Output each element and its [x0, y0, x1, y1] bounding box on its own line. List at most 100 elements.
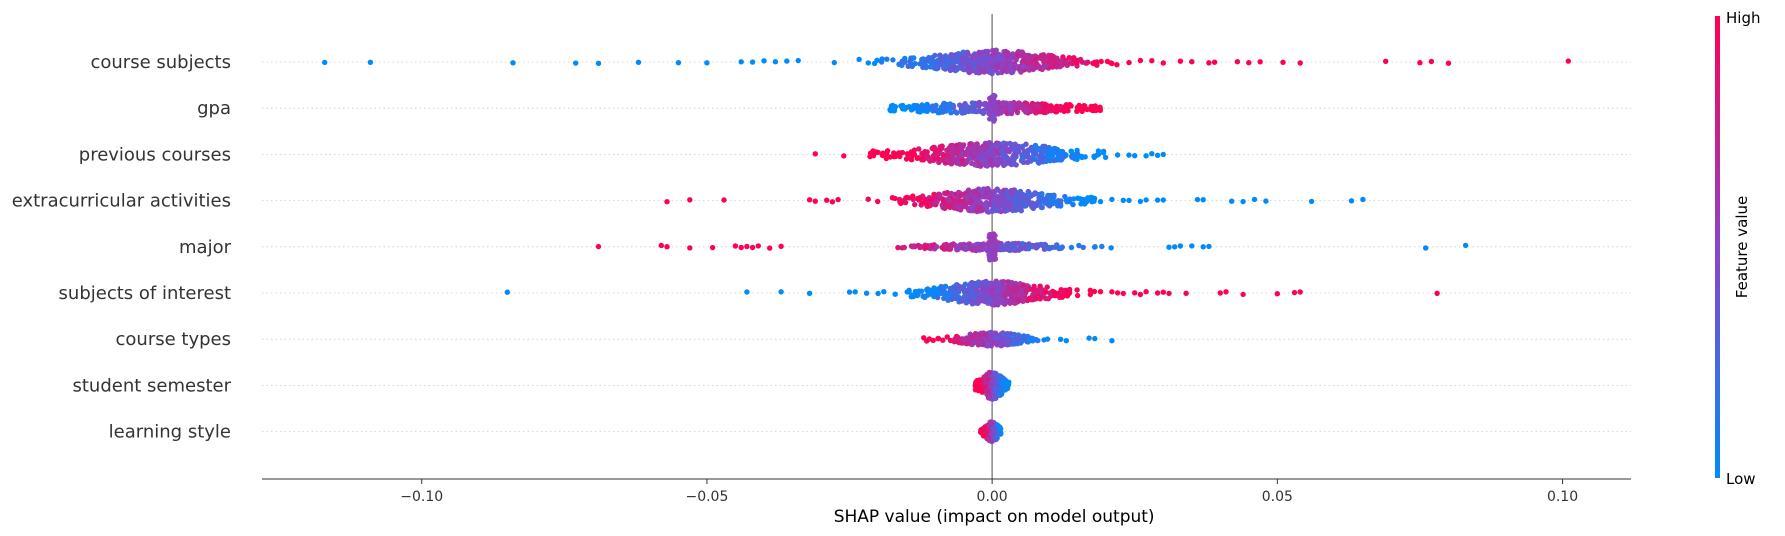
shap-point	[979, 55, 986, 61]
shap-point	[1263, 198, 1269, 204]
shap-point	[884, 56, 890, 62]
shap-point	[990, 394, 997, 401]
shap-point	[976, 49, 982, 55]
shap-point	[1051, 289, 1058, 296]
feature-labels: course subjects gpa previous courses extrac…	[12, 52, 232, 443]
shap-point	[952, 109, 958, 115]
shap-point	[960, 198, 966, 204]
shap-point	[1006, 159, 1013, 165]
shap-point	[1092, 335, 1098, 342]
shap-point	[573, 60, 579, 66]
shap-point	[973, 241, 980, 248]
shap-point	[367, 59, 374, 65]
shap-point	[1274, 291, 1281, 297]
shap-point	[930, 145, 936, 151]
shap-point	[1097, 107, 1104, 114]
shap-point	[988, 420, 994, 426]
shap-point	[1078, 201, 1084, 207]
shap-point	[1013, 151, 1019, 158]
shap-point	[1026, 246, 1032, 252]
shap-point	[1039, 242, 1045, 248]
shap-point	[1246, 60, 1252, 66]
shap-point	[1043, 245, 1049, 251]
shap-point	[995, 377, 1001, 383]
shap-point	[1166, 244, 1172, 250]
shap-point	[1004, 207, 1010, 214]
shap-point	[976, 103, 982, 109]
shap-point	[991, 116, 998, 123]
shap-point	[1031, 287, 1037, 293]
shap-point	[704, 60, 710, 66]
shap-point	[995, 142, 1001, 148]
shap-point	[933, 149, 939, 155]
shap-point	[979, 61, 985, 67]
shap-point	[917, 61, 923, 67]
shap-point	[1095, 151, 1102, 157]
shap-point	[957, 102, 963, 108]
shap-point	[923, 63, 929, 69]
shap-point	[744, 289, 750, 295]
shap-point	[1000, 100, 1006, 106]
shap-point	[940, 288, 946, 294]
shap-point	[1137, 57, 1144, 64]
shap-point	[966, 207, 972, 213]
shap-point	[1043, 158, 1049, 164]
shap-point	[979, 246, 985, 253]
shap-point	[969, 335, 975, 341]
shap-point	[946, 62, 952, 68]
shap-point	[1137, 198, 1144, 205]
x-axis-title: SHAP value (impact on model output)	[834, 507, 1155, 527]
shap-point	[1050, 199, 1057, 205]
shap-point	[1039, 191, 1045, 197]
shap-point	[841, 153, 847, 159]
shap-point	[990, 281, 996, 287]
x-tick-label: −0.10	[400, 489, 443, 505]
shap-point	[1025, 296, 1032, 303]
shap-point	[1083, 199, 1090, 205]
shap-point	[985, 388, 991, 394]
shap-point	[1149, 151, 1155, 157]
shap-point	[1001, 243, 1008, 250]
shap-point	[1021, 245, 1028, 251]
shap-point	[904, 289, 910, 295]
shap-point	[977, 154, 983, 161]
shap-point	[1091, 244, 1098, 250]
shap-point	[835, 196, 841, 203]
colorbar-title: Feature value	[1733, 196, 1751, 298]
shap-point	[1074, 104, 1081, 111]
shap-point	[908, 149, 914, 155]
shap-point	[1462, 242, 1469, 249]
shap-point	[1002, 154, 1008, 161]
shap-point	[1024, 151, 1031, 158]
shap-point	[1028, 202, 1034, 208]
shap-point	[846, 289, 853, 295]
shap-point	[940, 198, 947, 204]
shap-point	[675, 60, 682, 66]
shap-point	[504, 289, 510, 295]
shap-point	[1360, 196, 1366, 203]
shap-point	[973, 379, 979, 385]
shap-point	[919, 150, 925, 157]
shap-point	[909, 243, 916, 249]
shap-point	[960, 142, 967, 148]
shap-point	[957, 242, 963, 248]
shap-point	[1007, 107, 1013, 113]
colorbar-high-label: High	[1726, 9, 1760, 27]
shap-point	[963, 160, 969, 166]
shap-point	[1009, 341, 1016, 347]
shap-point	[944, 153, 951, 159]
shap-point	[954, 149, 960, 155]
shap-point	[1015, 332, 1022, 338]
shap-point	[1058, 198, 1064, 204]
shap-point	[1149, 58, 1155, 64]
shap-point	[1005, 67, 1011, 73]
shap-point	[1001, 379, 1007, 386]
shap-point	[986, 232, 993, 239]
shap-point	[975, 299, 981, 306]
shap-point	[1010, 51, 1016, 58]
shap-point	[1070, 201, 1076, 208]
shap-point	[898, 200, 904, 207]
x-tick-label: −0.05	[685, 489, 728, 505]
shap-point	[988, 242, 995, 248]
shap-point	[738, 244, 744, 251]
